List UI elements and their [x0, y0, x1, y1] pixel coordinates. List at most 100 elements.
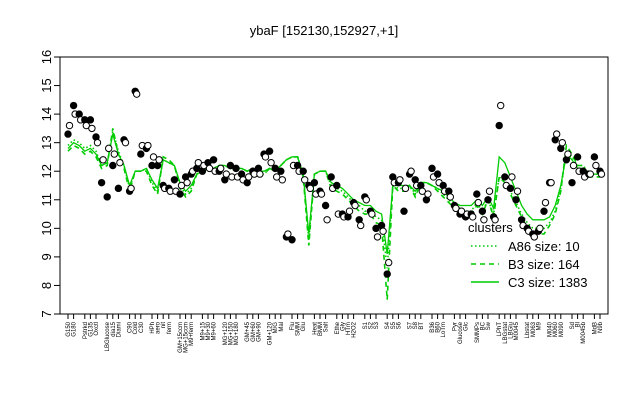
plot-area [59, 56, 609, 315]
data-point-open [261, 153, 270, 161]
x-tick-label: GM+60 [251, 321, 257, 342]
x-tick-label: N9b [598, 321, 604, 333]
y-tick-label: 11 [39, 193, 54, 207]
data-point-open [373, 233, 382, 241]
data-point-open [592, 161, 600, 170]
x-axis: G150 G180 Pstrkd G135 Oxctl LBGlucose dia15 Dia… [66, 314, 604, 353]
x-tick-label: M040 [548, 321, 554, 337]
data-point-open [205, 164, 214, 173]
data-point-open [457, 207, 466, 215]
data-point [372, 224, 380, 233]
x-tick-label: MdB [592, 322, 598, 334]
x-tick-label: Diami [116, 322, 122, 337]
data-point-open [155, 156, 163, 164]
data-point-open [379, 227, 387, 235]
data-point-open [301, 176, 309, 184]
x-tick-label: S7 [408, 321, 414, 329]
x-tick-label: MG+120 [223, 321, 229, 345]
x-tick-label: Ethe [335, 321, 341, 334]
x-tick-label: C90 [128, 321, 134, 333]
x-tick-label: Sw [486, 321, 492, 330]
x-tick-label: GM+15ccm [178, 322, 184, 353]
data-point-open [446, 193, 454, 201]
x-tick-label: Glu [301, 322, 307, 331]
x-tick-label: Lbstat [525, 322, 531, 339]
x-tick-label: Pyr [452, 322, 458, 331]
y-tick-label: 12 [39, 164, 54, 178]
data-point-open [407, 167, 415, 175]
data-point [568, 178, 576, 187]
data-point-open [110, 150, 119, 158]
data-point [590, 153, 599, 161]
legend-label-1: B3 size: 164 [508, 257, 580, 272]
x-tick-label: dia15 [111, 321, 117, 336]
data-point-open [469, 213, 477, 221]
data-point-open [149, 153, 158, 161]
data-point [573, 153, 582, 161]
x-tick-label: S6 [396, 321, 402, 329]
data-point [473, 190, 481, 198]
data-point-open [105, 144, 113, 153]
data-point-open [452, 204, 460, 213]
data-point [484, 196, 492, 204]
x-tick-label: nit [161, 322, 167, 329]
x-tick-label: S3 [374, 321, 380, 329]
data-point-open [508, 173, 516, 181]
data-point [114, 184, 123, 193]
x-tick-label: Flu [290, 322, 296, 330]
data-point-open [474, 198, 482, 207]
data-point-open [217, 164, 225, 173]
x-tick-label: M063 [531, 321, 537, 337]
data-point-open [396, 176, 404, 184]
data-point-open [345, 207, 354, 215]
x-tick-label: HTm [346, 322, 352, 335]
x-tick-label: Sd [570, 322, 576, 329]
data-point-open [278, 176, 286, 184]
data-point-open [116, 158, 124, 167]
x-tick-label: GM+45 [245, 321, 251, 342]
x-tick-label: M090 [559, 321, 565, 337]
x-tick-label: BC [480, 321, 486, 330]
data-point [495, 121, 503, 130]
x-tick-label: S2 [368, 321, 374, 329]
data-point-open [93, 138, 102, 147]
x-tick-label: HPh [150, 322, 156, 334]
data-point-open [541, 198, 550, 207]
legend-label-0: A86 size: 10 [508, 239, 580, 254]
data-point [428, 164, 436, 173]
x-tick-label: M9+15 [200, 321, 206, 340]
y-tick-label: 13 [39, 135, 54, 149]
x-tick-label: Salt [324, 322, 330, 333]
data-point [271, 164, 279, 173]
x-tick-label: S4 [385, 321, 391, 329]
data-point [506, 184, 515, 193]
data-point [209, 156, 218, 164]
data-point [288, 236, 296, 244]
x-tick-label: B60 [436, 321, 442, 332]
x-tick-label: M0045 [514, 321, 520, 340]
series-line-2 [67, 133, 600, 255]
x-tick-label: LBGlu [508, 322, 514, 339]
x-tick-label: Oxctl [94, 322, 100, 336]
x-tick-label: G150 [66, 321, 72, 336]
data-point [69, 101, 78, 110]
y-axis: 7 8 9 10 11 12 13 14 15 16 [39, 50, 60, 318]
x-tick-label: LBGlucose [105, 321, 111, 351]
x-tick-label: G180 [72, 321, 78, 336]
data-point [433, 170, 442, 178]
x-tick-label: MG+180 [234, 321, 240, 345]
x-tick-label: GM+120 [268, 321, 274, 345]
data-point-open [530, 233, 538, 241]
data-point-open [357, 221, 365, 230]
data-point-open [144, 141, 152, 150]
x-tick-label: Glucose [458, 321, 464, 344]
x-tick-label: Mal [279, 322, 285, 332]
x-tick-label: GM+90 [256, 321, 262, 342]
x-tick-label: LoTm [441, 322, 447, 337]
data-point-open [183, 178, 191, 187]
x-tick-label: M9+ferm [189, 322, 195, 346]
data-point-open [564, 150, 572, 158]
y-tick-label: 10 [39, 221, 54, 235]
data-point-open [553, 130, 561, 138]
